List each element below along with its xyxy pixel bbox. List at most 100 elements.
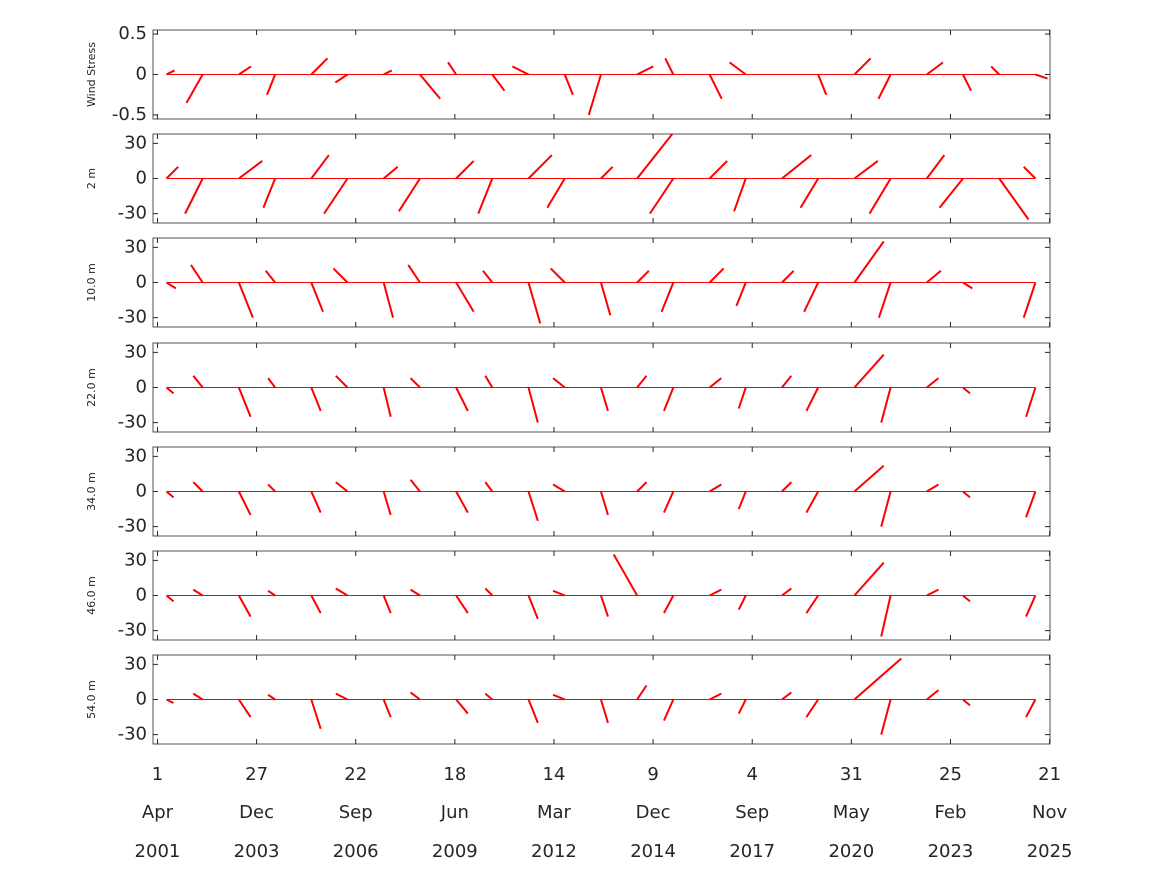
stick <box>803 282 820 313</box>
stick <box>310 282 324 313</box>
x-tick-label: 2017 <box>729 841 775 862</box>
y-axis-label: 34.0 m <box>85 472 98 511</box>
stick <box>527 699 539 724</box>
y-axis-label: 54.0 m <box>85 680 98 719</box>
stick <box>781 587 792 597</box>
stick <box>310 57 329 76</box>
x-tick-label: Apr <box>142 802 174 823</box>
stick <box>599 699 609 724</box>
y-tick-label: 0 <box>136 585 147 606</box>
stick <box>877 282 892 318</box>
stick <box>962 594 971 603</box>
stick <box>708 377 722 389</box>
stick <box>552 377 566 389</box>
stick <box>938 177 964 209</box>
y-axis-label: Wind Stress <box>85 42 98 107</box>
stick <box>335 481 349 493</box>
stick <box>737 387 747 409</box>
y-tick-label: -30 <box>118 724 147 745</box>
x-tick-label: 2003 <box>234 841 280 862</box>
stick <box>419 73 441 100</box>
x-tick-label: Sep <box>735 802 769 823</box>
stick <box>511 65 529 76</box>
stick <box>663 387 675 412</box>
stick <box>335 692 348 701</box>
stick <box>546 177 566 209</box>
stick <box>853 464 885 493</box>
y-tick-label: 30 <box>124 236 147 257</box>
x-tick-label: Nov <box>1032 802 1067 823</box>
stick <box>990 65 1000 76</box>
stick <box>491 73 506 92</box>
x-tick-label: 31 <box>840 764 863 785</box>
stick <box>636 375 648 389</box>
stick <box>165 281 177 290</box>
stick <box>1025 387 1037 418</box>
stick <box>600 166 614 180</box>
stick <box>1022 282 1037 318</box>
stick <box>636 133 674 180</box>
stick <box>926 61 944 76</box>
stick <box>709 692 722 701</box>
stick <box>382 699 392 718</box>
stick <box>781 154 812 180</box>
x-tick-label: Dec <box>239 802 274 823</box>
stick <box>599 387 609 412</box>
stick <box>409 479 421 493</box>
stick <box>409 377 421 389</box>
stick <box>409 691 421 701</box>
x-tick-label: 14 <box>543 764 566 785</box>
stick <box>735 282 747 307</box>
stick <box>185 74 204 104</box>
y-axis-label: 22.0 m <box>85 368 98 407</box>
stick <box>805 491 820 514</box>
y-tick-label: 30 <box>124 653 147 674</box>
stick <box>237 387 252 418</box>
stick <box>1023 166 1037 180</box>
stick <box>1035 73 1048 80</box>
stick <box>587 74 602 116</box>
x-tick-label: 2009 <box>432 841 478 862</box>
stick <box>482 270 494 284</box>
stick <box>709 588 722 597</box>
x-tick-label: 4 <box>746 764 757 785</box>
stick <box>1025 595 1037 617</box>
y-axis-label: 46.0 m <box>85 576 98 615</box>
stick <box>962 698 971 707</box>
stick <box>455 491 469 514</box>
stick <box>926 377 940 389</box>
stick <box>737 491 747 510</box>
y-tick-label: -30 <box>118 412 147 433</box>
stick <box>599 491 609 516</box>
y-tick-label: 0 <box>136 168 147 189</box>
stick <box>192 375 204 389</box>
x-tick-label: 25 <box>939 764 962 785</box>
stick <box>527 491 539 522</box>
stick <box>192 481 204 493</box>
stick <box>663 699 675 721</box>
stick <box>649 177 675 215</box>
y-tick-label: 30 <box>124 341 147 362</box>
x-tick-label: 2025 <box>1027 841 1073 862</box>
stick <box>455 387 469 412</box>
y-tick-label: 0.5 <box>118 23 147 44</box>
stick <box>880 491 892 527</box>
stick <box>737 595 747 610</box>
y-tick-label: 0 <box>136 689 147 710</box>
stick <box>484 481 494 493</box>
stick <box>267 589 276 597</box>
x-tick-label: 2020 <box>828 841 874 862</box>
stick <box>264 270 276 284</box>
y-tick-label: 0 <box>136 64 147 85</box>
stick <box>165 166 179 180</box>
stick <box>600 595 609 617</box>
stick <box>447 61 457 76</box>
stick <box>552 693 566 701</box>
stick <box>382 491 392 516</box>
stick <box>310 699 322 730</box>
stick <box>527 282 542 324</box>
stick <box>853 57 872 76</box>
stick <box>552 589 566 597</box>
stick <box>166 698 174 704</box>
stick <box>238 65 252 76</box>
